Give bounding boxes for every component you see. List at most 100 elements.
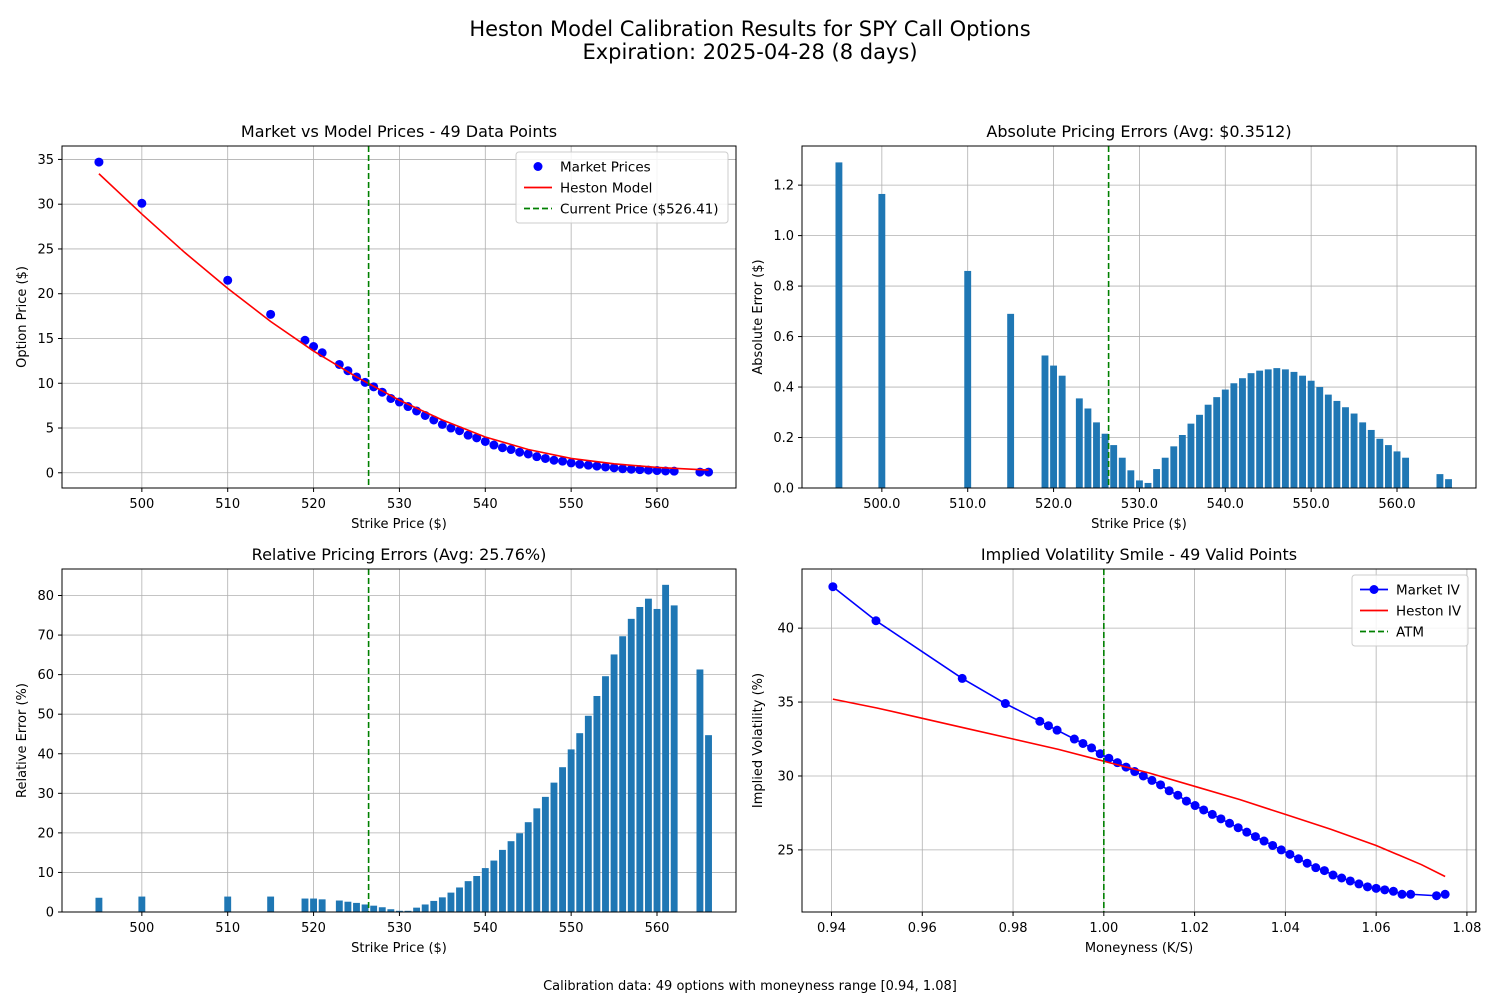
x-tick-label-2: 520.0: [1035, 497, 1072, 512]
point-0-31: [540, 453, 550, 463]
point-0-20: [446, 423, 456, 433]
x-axis-label: Strike Price ($): [1091, 517, 1187, 532]
bar-525: [1093, 422, 1100, 488]
x-tick-label-0: 500: [129, 921, 154, 936]
point-0-42: [1371, 883, 1381, 893]
bar-548: [550, 782, 558, 912]
bar-539: [1213, 397, 1221, 488]
y-axis-label: Absolute Error ($): [751, 259, 766, 374]
bar-555: [1350, 413, 1358, 488]
point-0-0: [94, 157, 104, 167]
bar-545: [1264, 369, 1272, 488]
point-0-48: [704, 467, 714, 477]
point-0-35: [575, 459, 585, 469]
panel-title: Relative Pricing Errors (Avg: 25.76%): [252, 545, 547, 564]
point-0-3: [266, 309, 276, 319]
point-0-19: [1173, 790, 1183, 800]
bar-521: [318, 899, 326, 912]
y-tick-label-1: 5: [46, 422, 54, 437]
y-axis-label: Relative Error (%): [15, 683, 30, 798]
x-tick-label-3: 530.0: [1121, 497, 1158, 512]
x-tick-label-2: 0.98: [999, 921, 1028, 936]
point-0-48: [1440, 889, 1450, 899]
legend-box: [515, 151, 729, 224]
bar-551: [576, 733, 584, 912]
legend-box: [1351, 574, 1469, 647]
bar-515: [267, 896, 275, 912]
axes-frame: [801, 568, 1477, 913]
point-0-18: [1164, 786, 1174, 796]
axes-frame: [801, 145, 1477, 489]
x-tick-label-2: 520: [301, 921, 326, 936]
bar-520: [310, 898, 318, 912]
point-0-4: [1035, 716, 1045, 726]
point-0-24: [1216, 814, 1226, 824]
point-0-28: [515, 447, 525, 457]
point-0-40: [1354, 879, 1364, 889]
x-tick-label-1: 510: [215, 921, 240, 936]
bar-536: [1187, 423, 1195, 488]
legend-label-0: Market IV: [1396, 583, 1461, 599]
point-0-26: [497, 443, 507, 453]
x-tick-label-4: 1.02: [1180, 921, 1209, 936]
y-tick-label-4: 0.8: [773, 280, 794, 295]
bar-552: [584, 715, 592, 912]
y-axis-label: Implied Volatility (%): [751, 673, 766, 808]
bar-566: [1445, 479, 1452, 488]
point-0-28: [1250, 832, 1260, 842]
plot-area: [835, 162, 1452, 488]
legend-marker-0: [533, 162, 543, 171]
bar-553: [593, 695, 601, 912]
figure-title-line2: Expiration: 2025-04-28 (8 days): [582, 40, 917, 64]
point-0-9: [1087, 743, 1097, 753]
bar-500: [878, 193, 886, 488]
bar-565: [696, 669, 704, 912]
x-tick-label-6: 560.0: [1378, 497, 1415, 512]
bar-532: [413, 907, 421, 912]
x-tick-label-7: 1.08: [1452, 921, 1481, 936]
point-0-8: [1078, 738, 1088, 748]
bar-495: [95, 897, 103, 912]
y-tick-label-6: 30: [37, 198, 54, 213]
bar-550: [567, 749, 575, 912]
bar-541: [490, 860, 498, 912]
point-0-33: [1294, 854, 1304, 864]
bar-525: [353, 902, 360, 912]
y-tick-label-0: 25: [777, 843, 794, 858]
bar-542: [1239, 378, 1246, 488]
point-0-7: [1069, 734, 1079, 744]
point-0-24: [480, 436, 490, 446]
bar-524: [1084, 408, 1092, 488]
x-tick-label-6: 1.06: [1362, 921, 1391, 936]
panel-iv-smile: 0.94 0.96 0.98 1.00 1.02 1.04 1.06 1.08 25 30 35 40…: [751, 545, 1481, 956]
point-0-1: [137, 198, 147, 208]
y-tick-label-2: 35: [777, 696, 794, 711]
grid-lines: [62, 569, 736, 913]
legend: Market IV Heston IV ATM: [1351, 574, 1469, 647]
bar-523: [335, 900, 343, 912]
legend-label-1: Heston Model: [560, 181, 652, 197]
x-tick-label-0: 500: [129, 497, 154, 512]
x-tick-label-1: 510.0: [949, 497, 986, 512]
point-0-17: [1156, 780, 1166, 790]
bar-566: [705, 735, 712, 912]
bar-528: [378, 907, 386, 912]
bar-542: [499, 849, 506, 912]
plot-area: [95, 584, 712, 912]
bar-520: [1050, 365, 1058, 488]
x-axis-label: Strike Price ($): [351, 941, 447, 956]
x-tick-label-2: 520: [301, 497, 326, 512]
y-tick-label-8: 80: [37, 589, 54, 604]
bar-550: [1307, 380, 1315, 488]
point-0-46: [1406, 889, 1416, 899]
bar-531: [404, 910, 412, 912]
point-0-43: [643, 465, 653, 475]
bar-532: [1153, 469, 1161, 488]
bar-538: [1204, 404, 1212, 488]
bar-533: [1161, 457, 1169, 488]
y-tick-label-0: 0: [46, 466, 54, 481]
bar-540: [1221, 389, 1229, 488]
bar-524: [344, 901, 352, 912]
point-0-7: [334, 359, 344, 369]
point-0-4: [300, 335, 310, 345]
